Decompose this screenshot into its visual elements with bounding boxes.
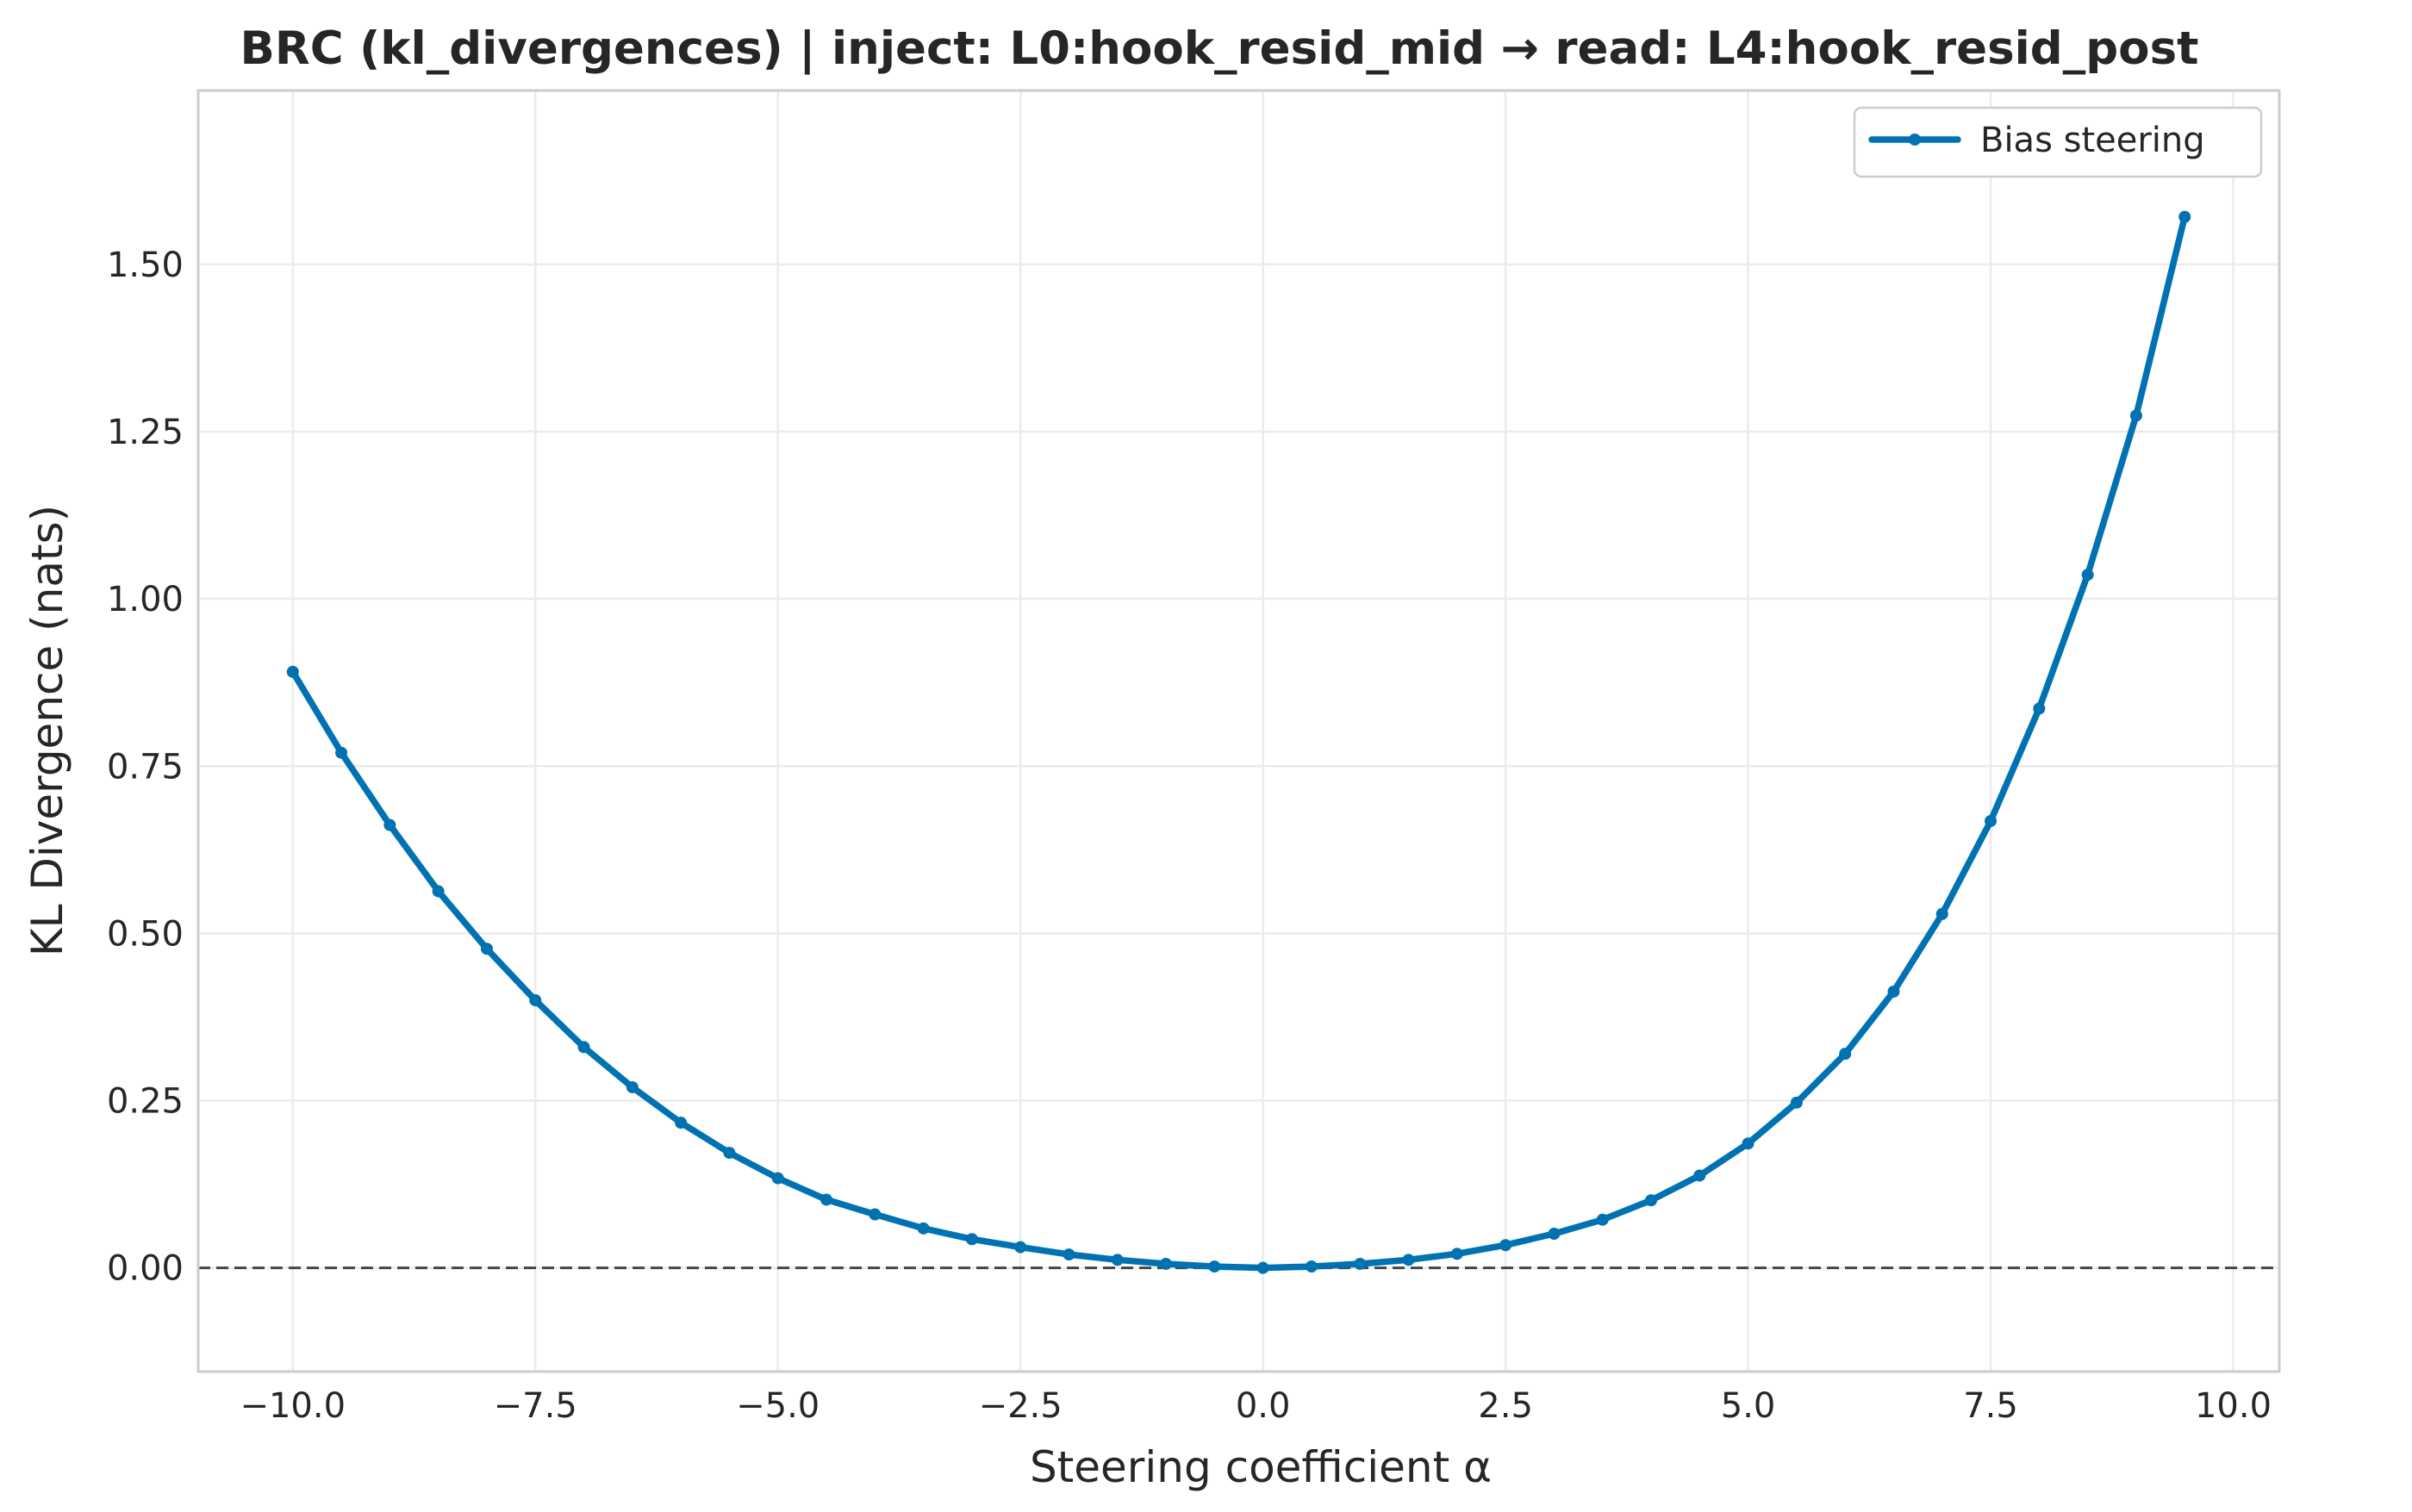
legend-label-bias-steering: Bias steering (1980, 121, 2205, 160)
data-point (1985, 814, 1998, 827)
y-axis-label: KL Divergence (nats) (22, 505, 72, 956)
data-point (383, 818, 396, 831)
y-tick-label: 0.00 (107, 1249, 184, 1289)
chart-title: BRC (kl_divergences) | inject: L0:hook_r… (240, 22, 2199, 75)
x-tick-label: −10.0 (240, 1386, 346, 1426)
data-point (1499, 1239, 1512, 1252)
y-axis-ticks: 0.00 0.25 0.50 0.75 1.00 1.25 1.50 (107, 246, 184, 1289)
x-tick-label: 0.0 (1236, 1386, 1291, 1426)
data-point (1208, 1260, 1221, 1273)
y-tick-label: 0.25 (107, 1082, 184, 1122)
data-point (2081, 569, 2094, 582)
plot-frame (196, 89, 2281, 1373)
data-point (1450, 1248, 1463, 1260)
data-point (917, 1222, 930, 1235)
data-point (1935, 907, 1948, 920)
data-point (1839, 1048, 1852, 1061)
x-axis-ticks: −10.0 −7.5 −5.0 −2.5 0.0 2.5 5.0 7.5 10.0 (240, 1386, 2272, 1426)
data-point (2178, 210, 2191, 223)
plot-area-background (198, 90, 2279, 1372)
data-point (1160, 1257, 1173, 1270)
legend: Bias steering (1853, 106, 2263, 178)
data-point (480, 943, 493, 955)
y-tick-label: 1.00 (107, 580, 184, 619)
data-point (1693, 1169, 1706, 1182)
data-point (869, 1208, 882, 1221)
data-point (1402, 1254, 1415, 1266)
data-point (723, 1147, 736, 1160)
data-point (335, 746, 348, 759)
data-point (1742, 1137, 1754, 1150)
data-point (820, 1193, 833, 1206)
data-point (1014, 1241, 1027, 1254)
data-point (577, 1041, 590, 1054)
series-line-bias-steering (290, 214, 2188, 1272)
legend-box (1853, 106, 2263, 178)
data-point (771, 1172, 784, 1185)
data-point (1790, 1096, 1803, 1109)
data-point (1256, 1261, 1269, 1274)
data-point (965, 1233, 978, 1246)
data-point (1305, 1260, 1318, 1273)
x-tick-label: −2.5 (979, 1386, 1063, 1426)
data-point (1063, 1248, 1075, 1261)
x-tick-label: 5.0 (1721, 1386, 1776, 1426)
y-tick-label: 1.25 (107, 413, 184, 452)
data-point (529, 994, 542, 1007)
legend-marker-bias-steering (1909, 134, 1921, 146)
data-point (1644, 1194, 1657, 1207)
x-tick-label: 10.0 (2195, 1386, 2272, 1426)
data-point (1354, 1257, 1367, 1270)
data-point (2129, 409, 2142, 422)
x-tick-label: 2.5 (1478, 1386, 1533, 1426)
data-point (1596, 1213, 1609, 1226)
x-axis-label: Steering coefficient α (1030, 1442, 1492, 1492)
x-tick-label: 7.5 (1963, 1386, 2018, 1426)
data-point (1887, 985, 1900, 998)
data-point (286, 665, 299, 678)
data-point (2033, 702, 2046, 715)
y-tick-label: 1.50 (107, 246, 184, 285)
x-tick-label: −7.5 (494, 1386, 577, 1426)
data-point (432, 885, 445, 898)
data-point (675, 1117, 688, 1129)
series-group (286, 210, 2191, 1274)
y-tick-label: 0.50 (107, 914, 184, 954)
data-point (1548, 1228, 1561, 1241)
x-tick-label: −5.0 (736, 1386, 820, 1426)
data-point (1111, 1254, 1124, 1266)
data-point (626, 1080, 639, 1093)
y-tick-label: 0.75 (107, 747, 184, 787)
